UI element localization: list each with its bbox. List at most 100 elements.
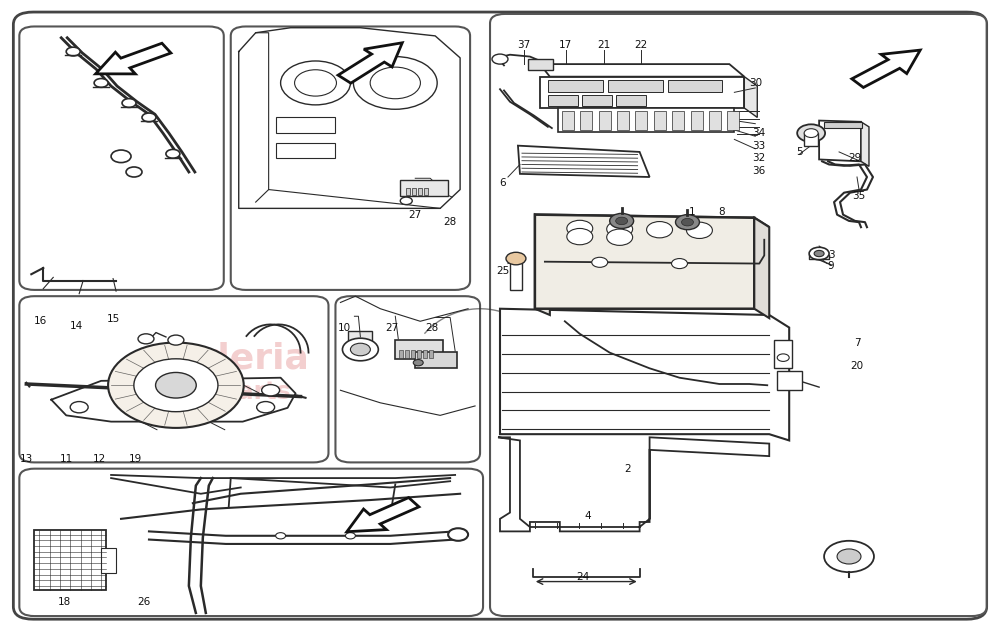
Polygon shape bbox=[754, 218, 769, 318]
Bar bbox=[423, 350, 427, 358]
Circle shape bbox=[276, 532, 286, 539]
Text: 10: 10 bbox=[338, 323, 351, 333]
Text: 6: 6 bbox=[500, 178, 506, 188]
Bar bbox=[406, 188, 410, 195]
Polygon shape bbox=[819, 120, 861, 161]
Bar bbox=[562, 111, 574, 130]
Text: 7: 7 bbox=[854, 338, 860, 348]
Text: car parts: car parts bbox=[171, 379, 291, 404]
Bar bbox=[415, 352, 457, 369]
Circle shape bbox=[506, 252, 526, 265]
Text: 12: 12 bbox=[92, 454, 106, 464]
Polygon shape bbox=[535, 215, 550, 315]
Circle shape bbox=[257, 401, 275, 413]
Circle shape bbox=[281, 61, 350, 105]
Circle shape bbox=[413, 360, 423, 366]
Bar bbox=[548, 80, 603, 93]
Text: 5: 5 bbox=[796, 147, 802, 157]
Text: 9: 9 bbox=[828, 261, 834, 271]
Bar bbox=[400, 180, 448, 196]
Text: Suderia: Suderia bbox=[621, 342, 778, 376]
Bar bbox=[411, 350, 415, 358]
Text: 24: 24 bbox=[576, 572, 589, 582]
Circle shape bbox=[70, 401, 88, 413]
Polygon shape bbox=[744, 77, 757, 117]
Circle shape bbox=[672, 258, 687, 268]
Circle shape bbox=[295, 70, 336, 96]
Text: 26: 26 bbox=[137, 597, 151, 607]
Bar bbox=[617, 111, 629, 130]
FancyBboxPatch shape bbox=[19, 26, 224, 290]
Polygon shape bbox=[347, 498, 419, 532]
Text: 11: 11 bbox=[60, 454, 73, 464]
Circle shape bbox=[126, 167, 142, 177]
Bar bbox=[777, 372, 802, 390]
Text: 21: 21 bbox=[597, 40, 610, 50]
Text: 29: 29 bbox=[848, 153, 862, 163]
Text: 28: 28 bbox=[426, 323, 439, 333]
Circle shape bbox=[345, 532, 355, 539]
Circle shape bbox=[676, 215, 699, 230]
Polygon shape bbox=[540, 77, 550, 101]
Polygon shape bbox=[535, 215, 754, 309]
Bar bbox=[395, 340, 443, 359]
Polygon shape bbox=[500, 309, 789, 440]
FancyBboxPatch shape bbox=[13, 12, 987, 619]
Bar bbox=[101, 548, 116, 573]
Text: 28: 28 bbox=[444, 217, 457, 227]
Bar bbox=[34, 530, 106, 590]
Text: 27: 27 bbox=[409, 210, 422, 220]
Bar bbox=[668, 80, 722, 93]
Polygon shape bbox=[540, 77, 744, 108]
Circle shape bbox=[686, 222, 712, 239]
Text: 34: 34 bbox=[753, 128, 766, 138]
Polygon shape bbox=[518, 146, 650, 177]
Text: 18: 18 bbox=[58, 597, 71, 607]
Text: Suderia: Suderia bbox=[152, 342, 309, 376]
Polygon shape bbox=[338, 43, 402, 83]
Circle shape bbox=[370, 67, 420, 99]
Bar bbox=[418, 188, 422, 195]
Circle shape bbox=[814, 250, 824, 256]
Bar bbox=[580, 111, 592, 130]
Circle shape bbox=[168, 335, 184, 345]
Circle shape bbox=[111, 150, 131, 163]
Polygon shape bbox=[861, 122, 869, 166]
Text: 2: 2 bbox=[624, 464, 631, 474]
Bar bbox=[774, 340, 792, 369]
Text: 30: 30 bbox=[749, 78, 762, 88]
Bar bbox=[727, 111, 739, 130]
Text: 36: 36 bbox=[753, 166, 766, 176]
Bar bbox=[510, 261, 522, 290]
Circle shape bbox=[342, 338, 378, 361]
Text: 32: 32 bbox=[753, 153, 766, 163]
FancyBboxPatch shape bbox=[490, 14, 987, 616]
Circle shape bbox=[777, 354, 789, 362]
Bar bbox=[824, 122, 862, 128]
Polygon shape bbox=[498, 437, 769, 531]
Bar bbox=[528, 59, 553, 71]
Bar bbox=[424, 188, 428, 195]
Circle shape bbox=[122, 99, 136, 107]
Bar bbox=[672, 111, 684, 130]
Bar bbox=[276, 117, 335, 133]
Circle shape bbox=[681, 219, 693, 226]
Bar bbox=[709, 111, 721, 130]
Text: 4: 4 bbox=[584, 511, 591, 521]
Text: 37: 37 bbox=[517, 40, 531, 50]
Circle shape bbox=[400, 197, 412, 205]
Circle shape bbox=[448, 529, 468, 541]
Polygon shape bbox=[558, 108, 734, 132]
Circle shape bbox=[607, 221, 633, 238]
Text: 25: 25 bbox=[496, 266, 510, 276]
Polygon shape bbox=[535, 215, 769, 227]
Circle shape bbox=[567, 220, 593, 237]
Circle shape bbox=[353, 57, 437, 109]
Text: 15: 15 bbox=[106, 314, 120, 324]
Text: 33: 33 bbox=[753, 140, 766, 151]
Circle shape bbox=[809, 247, 829, 260]
Bar bbox=[348, 331, 372, 356]
Bar bbox=[691, 111, 703, 130]
Circle shape bbox=[142, 113, 156, 122]
Text: 13: 13 bbox=[20, 454, 33, 464]
